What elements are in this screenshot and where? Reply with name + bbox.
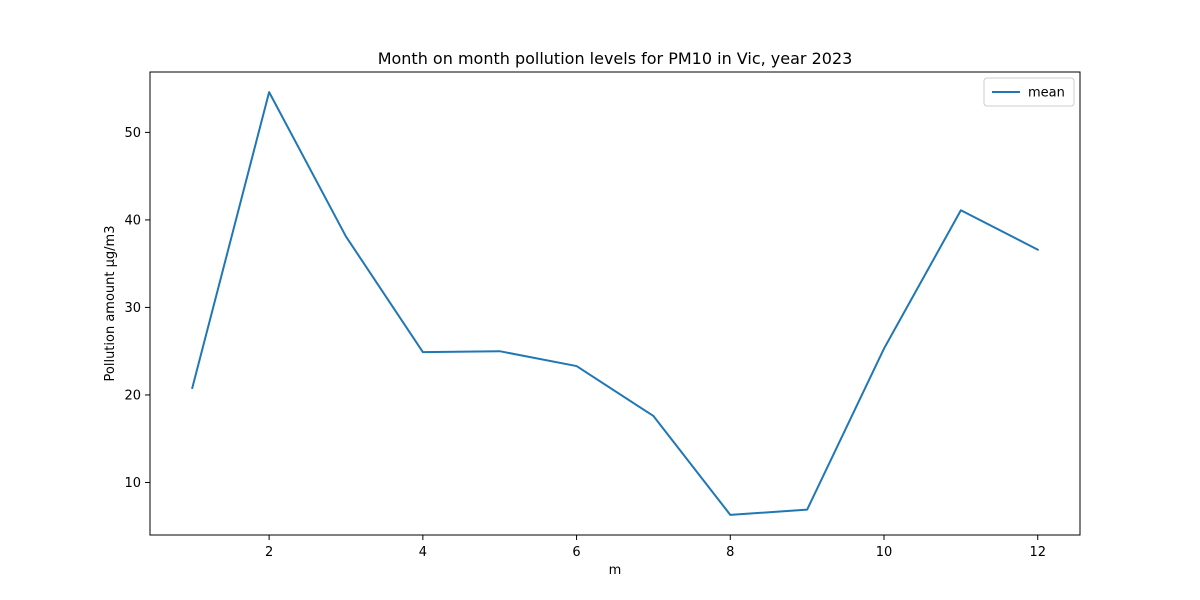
x-tick-label: 10: [876, 545, 893, 560]
x-tick-label: 12: [1029, 545, 1046, 560]
y-tick-label: 30: [124, 301, 141, 316]
y-axis-ticks: 10 20 30 40 50: [124, 126, 150, 491]
legend: mean: [983, 77, 1075, 107]
y-tick-label: 10: [124, 476, 141, 491]
chart-title: Month on month pollution levels for PM10…: [378, 49, 853, 68]
y-axis-label: Pollution amount µg/m3: [103, 226, 118, 382]
legend-label: mean: [1028, 86, 1065, 101]
x-axis-ticks: 2 4 6 8 10 12: [265, 535, 1046, 560]
plot-area: [149, 71, 1081, 536]
series-line-0: [191, 91, 1040, 516]
series-layer: [191, 91, 1040, 516]
plot-frame: [149, 71, 1081, 536]
x-tick-label: 8: [726, 545, 734, 560]
y-tick-label: 20: [124, 388, 141, 403]
y-tick-label: 50: [124, 126, 141, 141]
x-tick-label: 6: [572, 545, 580, 560]
legend-box: [983, 77, 1075, 107]
x-tick-label: 4: [419, 545, 427, 560]
x-axis-label: m: [609, 563, 622, 578]
y-tick-label: 40: [124, 213, 141, 228]
x-tick-label: 2: [265, 545, 273, 560]
